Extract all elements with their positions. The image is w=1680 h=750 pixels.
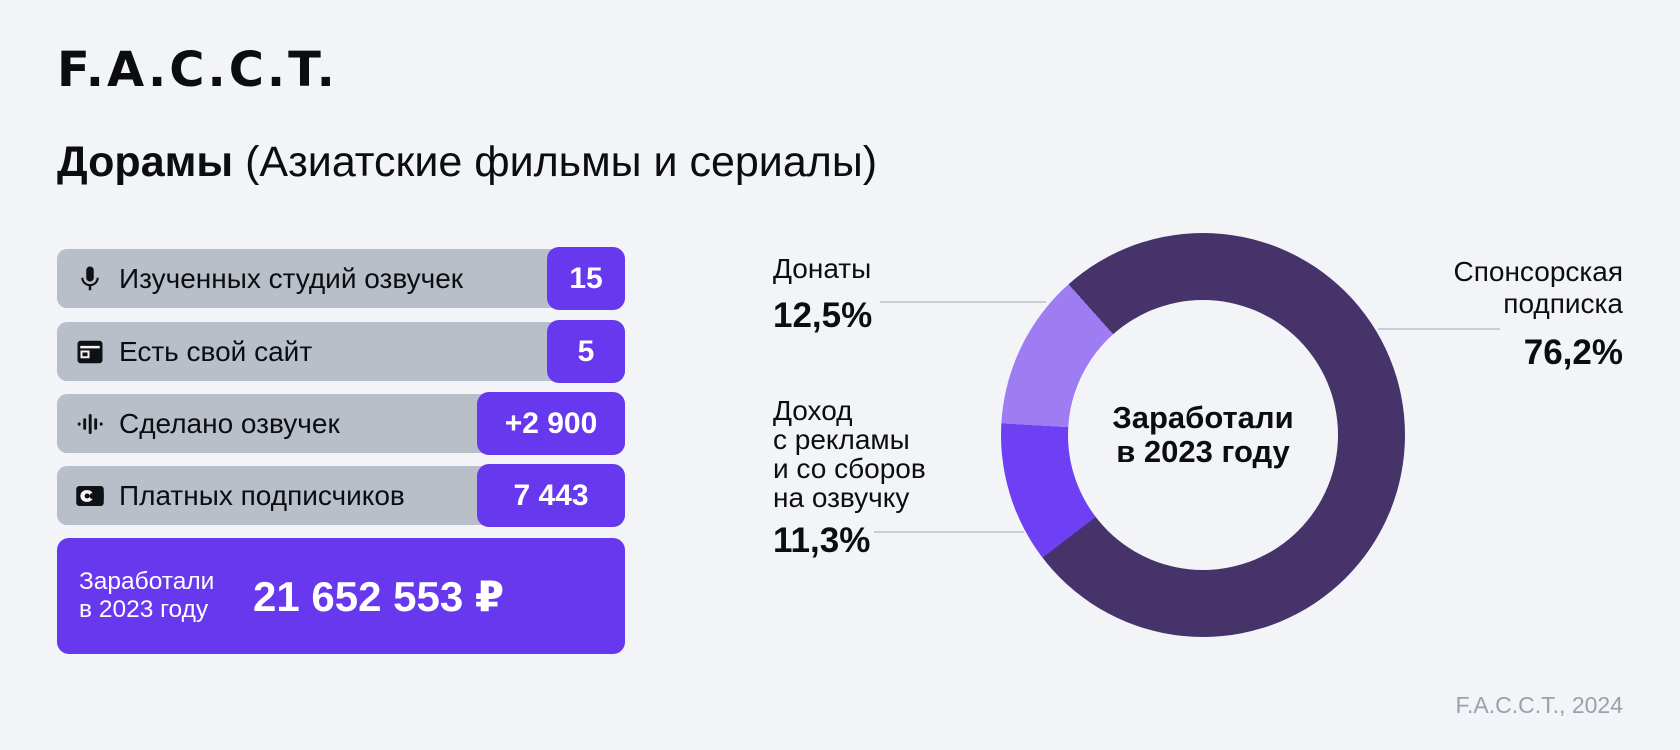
callout-sponsor-line2: подписка <box>1503 288 1623 319</box>
connector-line-ads <box>874 531 1024 533</box>
microphone-icon <box>81 266 99 290</box>
callout-ads-line2: с рекламы <box>773 424 910 455</box>
earnings-value: 21 652 553 ₽ <box>253 572 505 620</box>
title-subtitle: (Азиатские фильмы и сериалы) <box>233 138 878 186</box>
stat-row-subscribers: Платных подписчиков 7 443 <box>57 464 625 527</box>
footer-credit: F.A.C.C.T., 2024 <box>1455 692 1623 718</box>
browser-window-icon <box>77 340 103 363</box>
callout-ads-line1: Доход <box>773 395 853 426</box>
callout-ads: Доход с рекламы и со сборов на озвучку 1… <box>773 396 926 561</box>
callout-sponsor-line1: Спонсорская <box>1453 256 1623 287</box>
connector-line-sponsor <box>1378 328 1500 330</box>
wallet-icon <box>76 485 104 506</box>
callout-donates-percent: 12,5% <box>773 296 873 335</box>
stat-row-website: Есть свой сайт 5 <box>57 320 625 383</box>
callout-ads-line4: на озвучку <box>773 482 910 513</box>
stat-label: Изученных студий озвучек <box>119 262 464 294</box>
connector-line-donates <box>880 301 1046 303</box>
donut-center-label: Заработали в 2023 году <box>1068 300 1338 570</box>
stat-value-badge: 15 <box>547 247 625 310</box>
waveform-icon <box>77 413 103 434</box>
callout-donates-title: Донаты <box>773 253 872 284</box>
callout-ads-percent: 11,3% <box>773 521 871 560</box>
earnings-label: Заработали в 2023 году <box>79 568 231 624</box>
donut-chart: Заработали в 2023 году <box>1001 233 1405 637</box>
stat-label: Платных подписчиков <box>119 479 405 511</box>
page-title: Дорамы (Азиатские фильмы и сериалы) <box>57 138 877 187</box>
earnings-box: Заработали в 2023 году 21 652 553 ₽ <box>57 538 625 654</box>
stat-value-badge: 5 <box>547 320 625 383</box>
stat-row-dubs: Сделано озвучек +2 900 <box>57 392 625 455</box>
facct-logo: F.A.C.C.T. <box>57 42 338 98</box>
donut-center-line2: в 2023 году <box>1116 434 1290 469</box>
stat-value-badge: +2 900 <box>477 392 625 455</box>
earnings-label-line2: в 2023 году <box>79 596 209 623</box>
stat-label: Есть свой сайт <box>119 335 313 367</box>
title-topic: Дорамы <box>57 138 234 186</box>
stat-row-studios: Изученных студий озвучек 15 <box>57 247 625 310</box>
callout-sponsor-percent: 76,2% <box>1523 333 1623 372</box>
earnings-label-line1: Заработали <box>79 568 215 595</box>
callout-sponsor: Спонсорская подписка 76,2% <box>1280 256 1623 373</box>
stat-label: Сделано озвучек <box>119 407 340 439</box>
callout-donates: Донаты 12,5% <box>773 254 872 336</box>
stat-value-badge: 7 443 <box>477 464 625 527</box>
callout-ads-line3: и со сборов <box>773 453 926 484</box>
donut-center-line1: Заработали <box>1112 400 1294 435</box>
